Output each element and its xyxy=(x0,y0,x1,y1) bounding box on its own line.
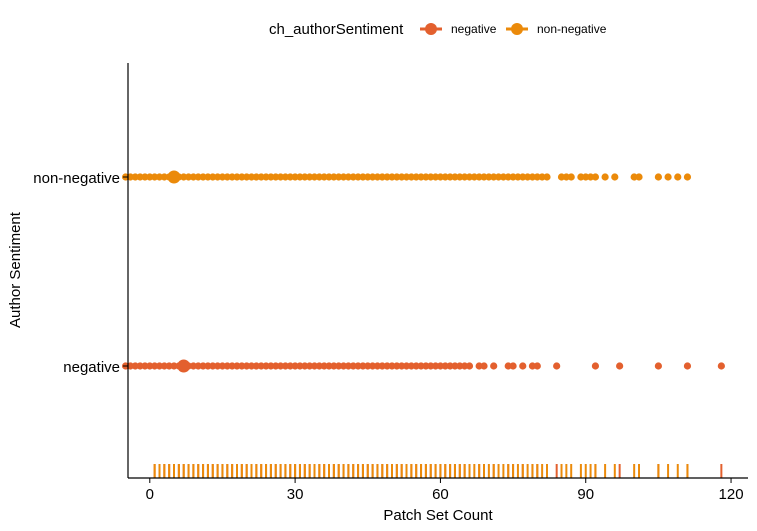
data-point-negative xyxy=(717,362,725,370)
x-tick-label: 30 xyxy=(287,486,304,503)
y-tick-label-non-negative: non-negative xyxy=(33,170,120,187)
data-point-non-negative xyxy=(664,173,672,181)
x-tick-label: 120 xyxy=(719,486,744,503)
data-point-negative xyxy=(533,362,541,370)
data-point-non-negative xyxy=(654,173,662,181)
legend-key-negative xyxy=(425,23,437,35)
data-point-non-negative xyxy=(567,173,575,181)
data-point-non-negative xyxy=(543,173,551,181)
data-point-negative xyxy=(490,362,498,370)
data-point-non-negative xyxy=(635,173,643,181)
legend-label-negative: negative xyxy=(451,22,497,36)
data-point-non-negative xyxy=(601,173,609,181)
data-point-negative xyxy=(519,362,527,370)
x-tick-label: 60 xyxy=(432,486,449,503)
legend-title: ch_authorSentiment xyxy=(269,21,404,38)
y-tick-label-negative: negative xyxy=(63,359,120,376)
series-layer xyxy=(121,170,725,373)
data-point-non-negative xyxy=(674,173,682,181)
x-axis-title: Patch Set Count xyxy=(383,507,493,524)
mean-point-non-negative xyxy=(167,170,181,184)
data-point-negative xyxy=(465,362,474,370)
x-axis: 0 30 60 90 120 xyxy=(146,478,744,503)
data-point-negative xyxy=(553,362,561,370)
data-point-negative xyxy=(480,362,488,370)
x-tick-label: 90 xyxy=(577,486,594,503)
legend: ch_authorSentiment negative non-negative xyxy=(269,21,607,38)
y-axis-title: Author Sentiment xyxy=(7,211,24,328)
data-point-non-negative xyxy=(683,173,692,181)
legend-key-non-negative xyxy=(511,23,523,35)
data-point-negative xyxy=(616,362,624,370)
y-axis: non-negative negative xyxy=(33,170,128,376)
mean-point-negative xyxy=(177,359,191,373)
data-point-negative xyxy=(591,362,600,370)
legend-label-non-negative: non-negative xyxy=(537,22,607,36)
x-tick-label: 0 xyxy=(146,486,154,503)
rug-layer xyxy=(153,464,723,478)
data-point-non-negative xyxy=(611,173,619,181)
data-point-non-negative xyxy=(591,173,600,181)
data-point-negative xyxy=(509,362,517,370)
data-point-negative xyxy=(654,362,662,370)
data-point-negative xyxy=(683,362,692,370)
